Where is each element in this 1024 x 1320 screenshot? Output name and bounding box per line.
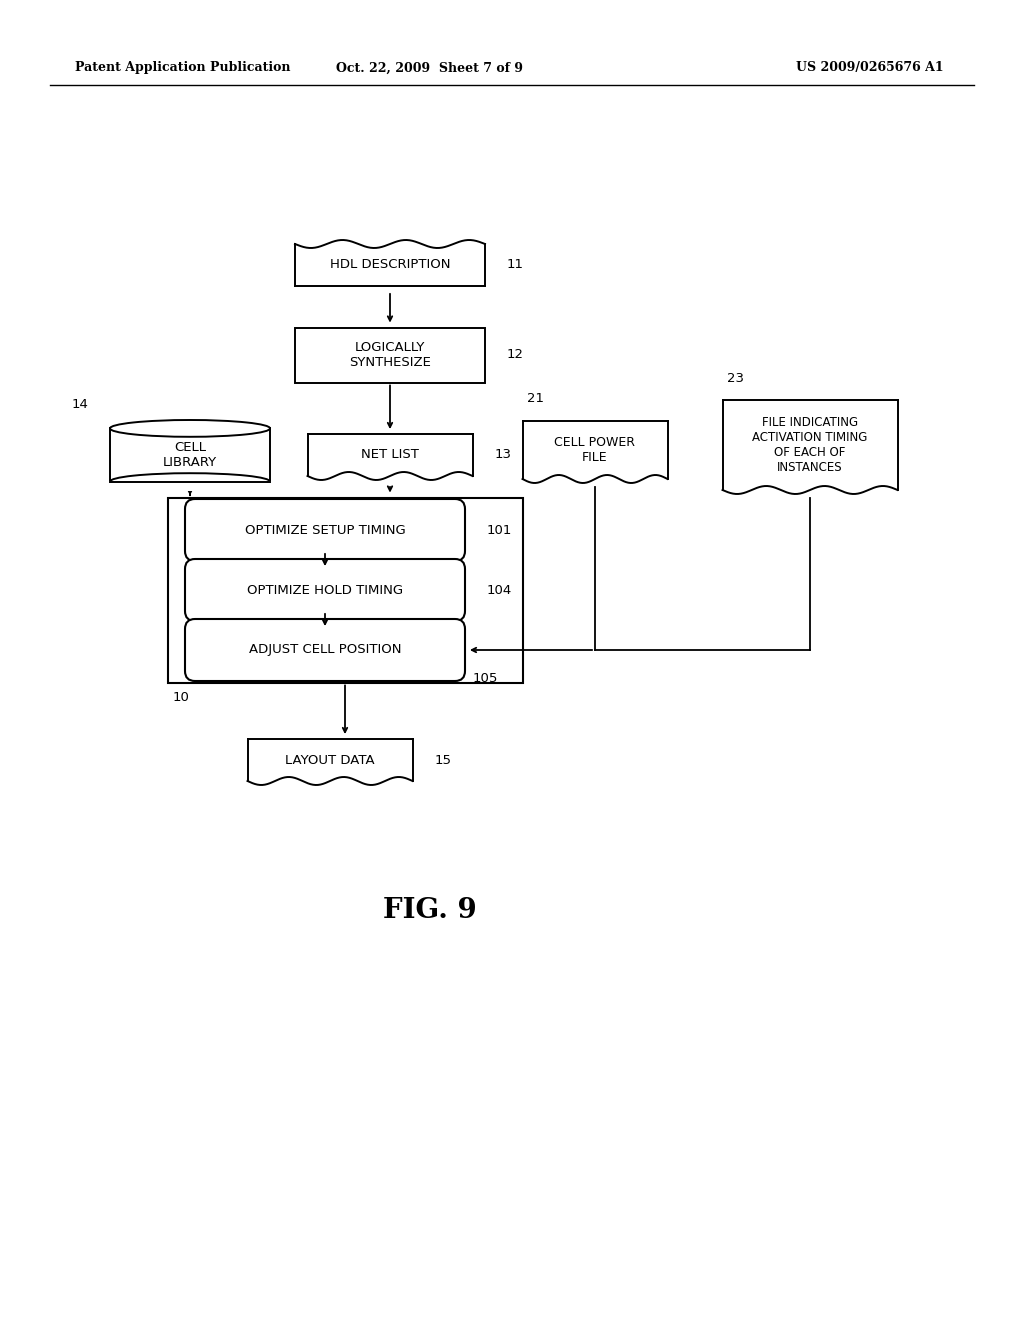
Text: FIG. 9: FIG. 9 bbox=[383, 896, 477, 924]
Text: LAYOUT DATA: LAYOUT DATA bbox=[286, 754, 375, 767]
Text: 11: 11 bbox=[507, 259, 524, 272]
Text: 21: 21 bbox=[527, 392, 545, 405]
Text: OPTIMIZE HOLD TIMING: OPTIMIZE HOLD TIMING bbox=[247, 583, 403, 597]
Text: LOGICALLY
SYNTHESIZE: LOGICALLY SYNTHESIZE bbox=[349, 341, 431, 370]
Text: 104: 104 bbox=[487, 583, 512, 597]
Text: Patent Application Publication: Patent Application Publication bbox=[75, 62, 291, 74]
Bar bbox=[295, 327, 485, 383]
Text: 12: 12 bbox=[507, 348, 524, 362]
Text: CELL POWER
FILE: CELL POWER FILE bbox=[555, 436, 636, 465]
FancyBboxPatch shape bbox=[185, 558, 465, 620]
Ellipse shape bbox=[110, 473, 270, 490]
FancyBboxPatch shape bbox=[185, 499, 465, 561]
Text: 15: 15 bbox=[434, 754, 452, 767]
FancyBboxPatch shape bbox=[185, 619, 465, 681]
Text: NET LIST: NET LIST bbox=[361, 449, 419, 462]
Text: FILE INDICATING
ACTIVATION TIMING
OF EACH OF
INSTANCES: FILE INDICATING ACTIVATION TIMING OF EAC… bbox=[753, 416, 867, 474]
Text: 13: 13 bbox=[495, 449, 512, 462]
Ellipse shape bbox=[110, 420, 270, 437]
Text: Oct. 22, 2009  Sheet 7 of 9: Oct. 22, 2009 Sheet 7 of 9 bbox=[337, 62, 523, 74]
Text: 14: 14 bbox=[72, 399, 89, 412]
Text: 23: 23 bbox=[727, 371, 744, 384]
Text: 10: 10 bbox=[172, 690, 189, 704]
Text: ADJUST CELL POSITION: ADJUST CELL POSITION bbox=[249, 644, 401, 656]
Text: 101: 101 bbox=[487, 524, 512, 536]
Text: US 2009/0265676 A1: US 2009/0265676 A1 bbox=[797, 62, 944, 74]
Bar bbox=[168, 498, 522, 682]
Text: OPTIMIZE SETUP TIMING: OPTIMIZE SETUP TIMING bbox=[245, 524, 406, 536]
Text: HDL DESCRIPTION: HDL DESCRIPTION bbox=[330, 259, 451, 272]
Bar bbox=[109, 480, 271, 491]
Text: 105: 105 bbox=[473, 672, 499, 685]
Text: CELL
LIBRARY: CELL LIBRARY bbox=[163, 441, 217, 469]
